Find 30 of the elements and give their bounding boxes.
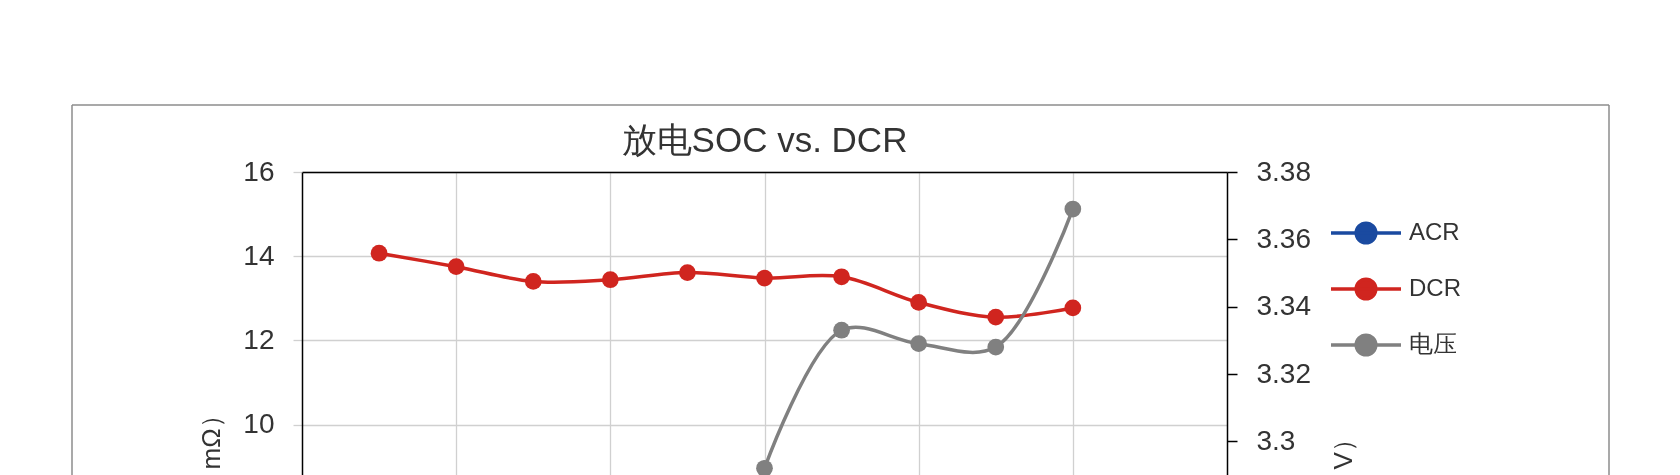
point [601,271,619,289]
y2-tick-label: 3.36 [1256,222,1311,254]
y-tick-label: 14 [243,239,275,271]
point [1064,299,1082,317]
legend-label: DCR [1409,274,1461,301]
y-tick-label: 10 [243,408,275,439]
y2-axis-title: V） [1327,426,1358,470]
point [910,335,928,353]
point [1064,200,1082,218]
legend-label: 电压 [1409,330,1457,357]
point [447,258,465,276]
point [756,269,773,287]
point [756,459,773,475]
point [370,244,388,262]
y2-tick-label: 3.34 [1256,290,1311,322]
point [987,308,1005,326]
y-tick-label: 12 [243,323,275,355]
chart-title: 放电SOC vs. DCR [621,120,908,160]
y-tick-label: 16 [243,155,275,187]
point [679,264,696,281]
point [833,321,850,339]
legend-label: ACR [1409,218,1460,245]
y2-tick-label: 3.38 [1256,155,1311,187]
point [524,273,542,290]
point [910,294,928,311]
y-axis-title: mΩ） [195,402,226,470]
y2-tick-label: 3.3 [1256,424,1296,456]
y2-tick-label: 3.32 [1256,357,1311,389]
point [833,268,850,286]
point [987,338,1005,356]
